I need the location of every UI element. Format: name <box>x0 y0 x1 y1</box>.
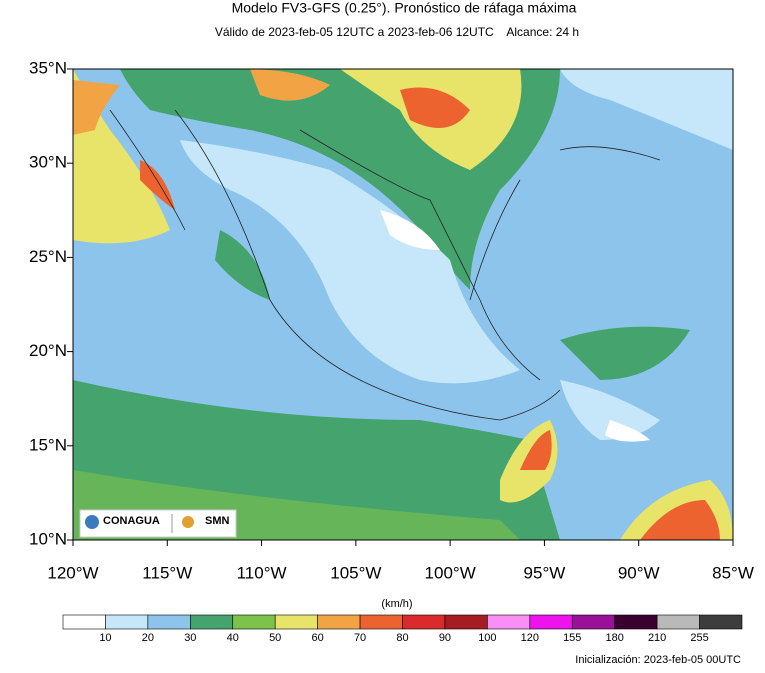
init-text: Inicialización: 2023-feb-05 00UTC <box>575 654 741 666</box>
colorbar-label: 60 <box>312 632 324 644</box>
colorbar-box <box>656 614 700 630</box>
colorbar-label: 90 <box>439 632 451 644</box>
colorbar-label: 70 <box>354 632 366 644</box>
colorbar-label: 120 <box>521 632 539 644</box>
colorbar-label: 155 <box>563 632 581 644</box>
logo-text: CONAGUA <box>103 515 160 527</box>
lat-label: 10°N <box>29 529 67 548</box>
colorbar-label: 100 <box>478 632 496 644</box>
logo-text: SMN <box>205 515 230 527</box>
colorbar-label: 10 <box>99 632 111 644</box>
colorbar-box <box>232 614 276 630</box>
lon-label: 95°W <box>524 563 566 582</box>
colorbar-label: 80 <box>396 632 408 644</box>
lat-label: 15°N <box>29 435 67 454</box>
lon-label: 85°W <box>712 563 754 582</box>
colorbar-label: 40 <box>227 632 239 644</box>
lon-label: 120°W <box>47 563 98 582</box>
colorbar-box <box>571 614 615 630</box>
colorbar-box <box>62 614 106 630</box>
subtitle: Válido de 2023-feb-05 12UTC a 2023-feb-0… <box>215 25 579 39</box>
colorbar-box <box>444 614 488 630</box>
colorbar-box <box>402 614 446 630</box>
colorbar-box <box>274 614 318 630</box>
colorbar-box <box>190 614 234 630</box>
colorbar-box <box>614 614 658 630</box>
title: Modelo FV3-GFS (0.25°). Pronóstico de rá… <box>232 0 577 16</box>
colorbar-box <box>359 614 403 630</box>
colorbar-label: 210 <box>648 632 666 644</box>
colorbar-box <box>105 614 149 630</box>
lat-label: 35°N <box>29 58 67 77</box>
lat-label: 30°N <box>29 153 67 172</box>
lat-label: 20°N <box>29 341 67 360</box>
colorbar-label: 180 <box>606 632 624 644</box>
colorbar-label: 255 <box>690 632 708 644</box>
colorbar-box <box>487 614 531 630</box>
map-field <box>73 69 733 540</box>
colorbar-box <box>317 614 361 630</box>
colorbar-units: (km/h) <box>381 598 412 610</box>
lon-label: 105°W <box>330 563 381 582</box>
logo-box: CONAGUA SMN <box>79 509 237 538</box>
lon-label: 90°W <box>618 563 660 582</box>
lon-label: 100°W <box>425 563 476 582</box>
lon-label: 115°W <box>142 563 192 582</box>
colorbar-label: 20 <box>142 632 154 644</box>
colorbar-box <box>529 614 573 630</box>
map-frame <box>72 68 734 541</box>
colorbar-label: 50 <box>269 632 281 644</box>
colorbar-label: 30 <box>184 632 196 644</box>
lat-label: 25°N <box>29 247 67 266</box>
colorbar-box <box>147 614 191 630</box>
lon-label: 110°W <box>237 563 287 582</box>
colorbar-box <box>699 614 743 630</box>
